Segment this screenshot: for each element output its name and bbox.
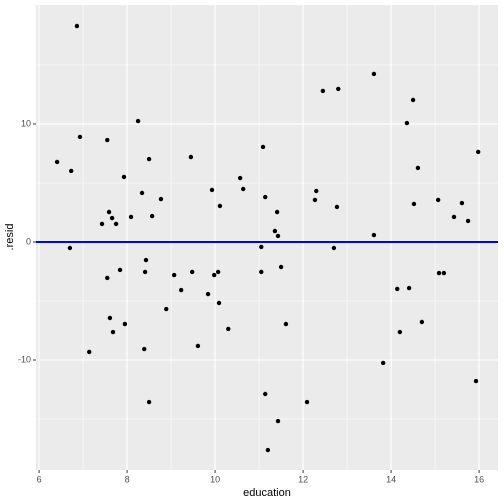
point — [113, 221, 119, 227]
point — [109, 215, 115, 221]
point — [404, 120, 410, 126]
point — [217, 203, 223, 209]
point — [128, 214, 134, 220]
point — [451, 214, 457, 220]
point — [149, 213, 155, 219]
point — [275, 418, 281, 424]
point — [314, 188, 319, 194]
point — [259, 244, 264, 250]
point — [87, 349, 92, 355]
point — [406, 285, 412, 291]
x-tick-label: 6 — [37, 474, 42, 484]
point — [99, 221, 105, 227]
point — [272, 228, 278, 234]
point — [212, 272, 217, 278]
point — [312, 197, 318, 203]
point — [122, 321, 128, 327]
point — [110, 329, 116, 335]
point — [320, 88, 326, 94]
x-tick-label: 12 — [298, 474, 308, 484]
point — [135, 118, 141, 124]
x-tick-label: 10 — [210, 474, 220, 484]
point — [334, 204, 340, 210]
point — [179, 287, 184, 293]
point — [265, 447, 271, 453]
point — [371, 71, 377, 77]
point — [107, 315, 113, 321]
point — [121, 174, 127, 180]
point — [395, 286, 400, 292]
point — [397, 329, 403, 335]
point — [415, 165, 421, 171]
point — [67, 245, 73, 251]
point — [54, 159, 60, 165]
y-tick-label: -10 — [18, 354, 31, 364]
point — [380, 360, 386, 366]
point — [304, 399, 310, 405]
y-axis-title: .resid — [4, 224, 16, 251]
point — [336, 86, 341, 92]
point — [476, 149, 481, 155]
point — [158, 196, 164, 202]
x-axis-title: education — [243, 487, 291, 499]
y-tick-label: 10 — [21, 118, 31, 128]
point — [419, 319, 425, 325]
point — [283, 321, 289, 327]
point — [143, 257, 149, 263]
point — [74, 23, 80, 29]
panel-background — [36, 5, 498, 470]
point — [209, 187, 215, 193]
point — [259, 269, 264, 275]
x-tick-label: 8 — [125, 474, 130, 484]
x-tick-label: 14 — [386, 474, 396, 484]
point — [260, 144, 266, 150]
point — [139, 190, 145, 196]
point — [188, 154, 194, 160]
point — [77, 134, 83, 140]
point — [205, 291, 211, 297]
point — [436, 270, 442, 276]
point — [465, 218, 471, 224]
point — [274, 209, 280, 215]
point — [411, 201, 417, 207]
y-tick-label: 0 — [26, 236, 31, 246]
point — [263, 194, 268, 200]
point — [241, 186, 246, 192]
point — [435, 197, 441, 203]
x-tick-label: 16 — [474, 474, 484, 484]
point — [331, 245, 337, 251]
point — [105, 275, 110, 281]
point — [171, 272, 177, 278]
point — [410, 97, 416, 103]
point — [226, 326, 231, 332]
point — [473, 378, 479, 384]
point — [142, 346, 147, 352]
point — [459, 200, 465, 206]
point — [237, 175, 243, 181]
point — [69, 168, 74, 174]
point — [146, 156, 152, 162]
point — [105, 137, 110, 143]
point — [263, 391, 268, 397]
point — [441, 270, 447, 276]
point — [106, 209, 112, 215]
point — [117, 267, 123, 273]
point — [275, 233, 281, 239]
point — [164, 306, 169, 312]
point — [215, 269, 221, 275]
point — [371, 232, 377, 238]
point — [278, 264, 284, 270]
point — [216, 300, 222, 306]
point — [190, 269, 195, 275]
point — [146, 399, 152, 405]
point — [142, 269, 148, 275]
point — [195, 343, 201, 349]
